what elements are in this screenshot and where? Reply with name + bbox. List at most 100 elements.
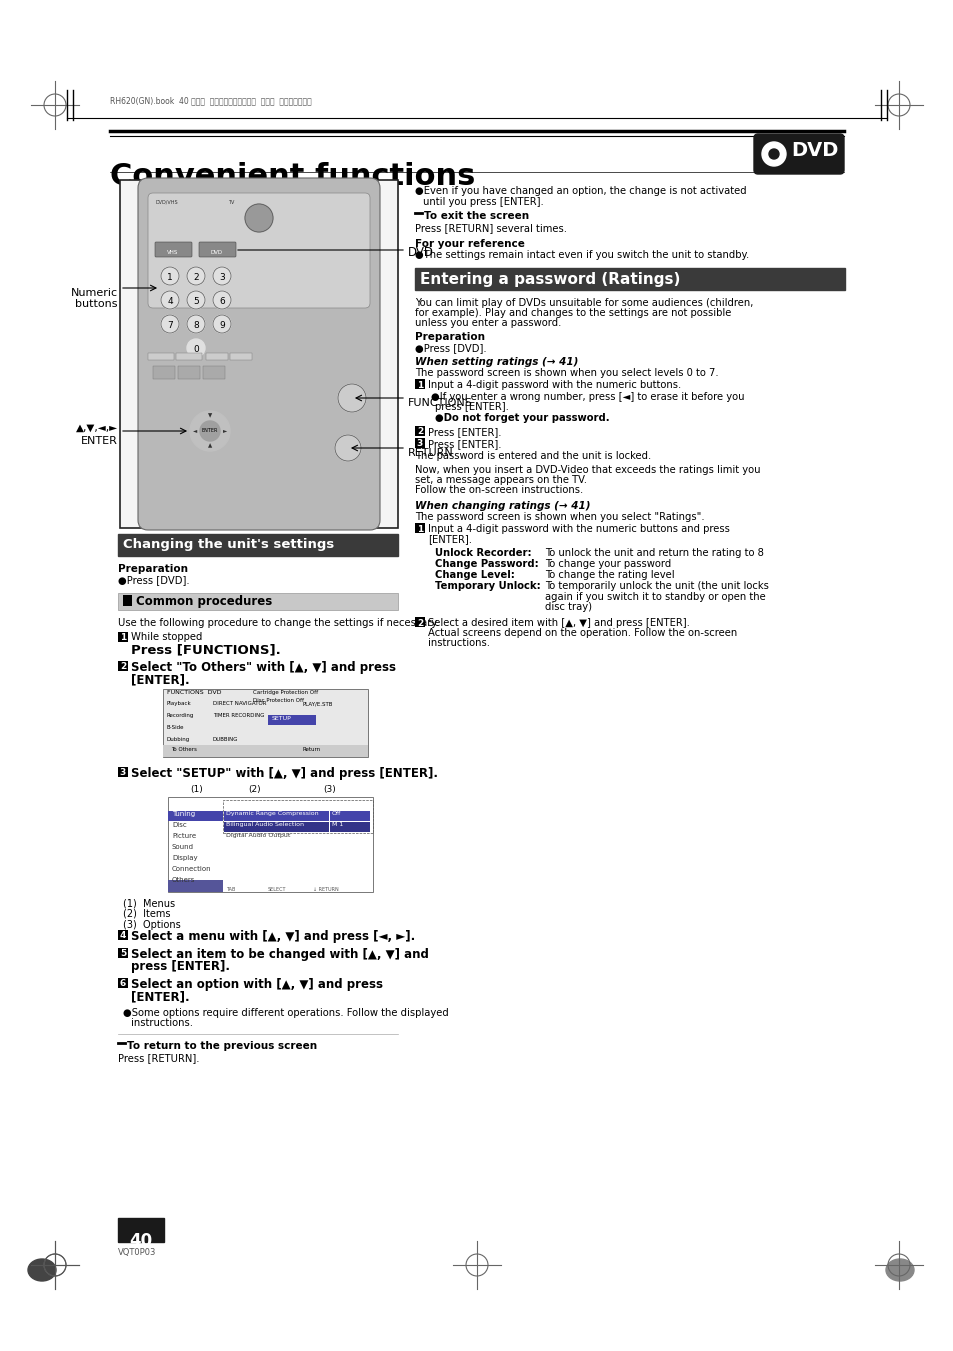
Circle shape [335, 435, 360, 461]
Text: DVD: DVD [790, 141, 838, 159]
Circle shape [187, 267, 205, 285]
Text: ▲,▼,◄,►: ▲,▼,◄,► [76, 423, 118, 434]
Text: M 1: M 1 [332, 821, 343, 827]
Bar [152, 366, 174, 380]
Text: 1: 1 [416, 524, 423, 534]
Bar [163, 689, 368, 757]
Text: Tuning: Tuning [172, 811, 195, 817]
Text: DUBBING: DUBBING [213, 738, 238, 742]
Circle shape [245, 204, 273, 232]
Text: instructions.: instructions. [428, 638, 490, 648]
Text: press [ENTER].: press [ENTER]. [435, 403, 508, 412]
Text: 3: 3 [416, 439, 423, 449]
Text: FUNCTIONS: FUNCTIONS [408, 399, 473, 408]
Text: ●If you enter a wrong number, press [◄] to erase it before you: ●If you enter a wrong number, press [◄] … [431, 392, 743, 403]
Text: 5: 5 [193, 297, 198, 305]
Text: You can limit play of DVDs unsuitable for some audiences (children,: You can limit play of DVDs unsuitable fo… [415, 299, 753, 308]
Bar [168, 811, 223, 821]
Circle shape [187, 315, 205, 332]
Text: ◄: ◄ [193, 428, 197, 434]
Text: Digital Audio Output: Digital Audio Output [226, 834, 290, 838]
Bar [163, 747, 368, 757]
Text: DVD/VHS: DVD/VHS [156, 200, 178, 205]
Text: 9: 9 [219, 322, 225, 330]
Text: ▼: ▼ [208, 413, 212, 419]
Text: 2: 2 [416, 427, 423, 436]
Text: SETUP: SETUP [172, 798, 196, 807]
Text: To change the rating level: To change the rating level [544, 570, 674, 580]
Text: Press [RETURN].: Press [RETURN]. [118, 1052, 199, 1063]
Text: When setting ratings (→ 41): When setting ratings (→ 41) [415, 357, 578, 367]
Text: DIRECT NAVIGATOR: DIRECT NAVIGATOR [213, 701, 266, 707]
Text: Input a 4-digit password with the numeric buttons.: Input a 4-digit password with the numeri… [428, 380, 680, 390]
Text: Connection: Connection [172, 866, 212, 871]
Text: When changing ratings (→ 41): When changing ratings (→ 41) [415, 501, 590, 511]
Text: Unlock Recorder:: Unlock Recorder: [435, 549, 531, 558]
Circle shape [187, 290, 205, 309]
Text: 7: 7 [167, 322, 172, 330]
Bar [330, 821, 370, 832]
Text: ●Press [DVD].: ●Press [DVD]. [415, 343, 486, 353]
Text: Picture: Picture [172, 834, 196, 839]
FancyBboxPatch shape [753, 134, 843, 174]
Text: Return: Return [303, 747, 321, 753]
Text: Select "To Others" with [▲, ▼] and press: Select "To Others" with [▲, ▼] and press [131, 661, 395, 674]
Text: To temporarily unlock the unit (the unit locks: To temporarily unlock the unit (the unit… [544, 581, 768, 590]
Text: Disc Protection Off: Disc Protection Off [253, 698, 304, 703]
Bar [224, 811, 329, 821]
Text: disc tray): disc tray) [544, 603, 592, 612]
Text: Recording: Recording [167, 713, 194, 717]
Text: 4: 4 [120, 931, 126, 940]
Text: unless you enter a password.: unless you enter a password. [415, 317, 560, 328]
Bar [415, 380, 424, 389]
Text: [ENTER].: [ENTER]. [131, 673, 190, 686]
Bar [168, 880, 223, 892]
Circle shape [161, 290, 179, 309]
Text: VHS: VHS [167, 250, 178, 255]
Bar [118, 632, 128, 642]
Bar [168, 797, 373, 892]
Text: FUNCTIONS  DVD: FUNCTIONS DVD [167, 690, 221, 694]
Text: again if you switch it to standby or open the: again if you switch it to standby or ope… [544, 592, 765, 603]
Text: TIMER RECORDING: TIMER RECORDING [213, 713, 264, 717]
Bar [163, 744, 368, 755]
Text: Select an option with [▲, ▼] and press: Select an option with [▲, ▼] and press [131, 978, 382, 992]
Ellipse shape [28, 1259, 56, 1281]
Text: 6: 6 [120, 979, 126, 988]
Circle shape [200, 422, 220, 440]
Bar [118, 978, 128, 988]
Circle shape [337, 384, 366, 412]
Text: [ENTER].: [ENTER]. [428, 534, 472, 544]
Text: ►: ► [223, 428, 227, 434]
Text: B-Side: B-Side [167, 725, 184, 730]
Text: 2: 2 [193, 273, 198, 282]
Circle shape [161, 267, 179, 285]
Text: ●Even if you have changed an option, the change is not activated: ●Even if you have changed an option, the… [415, 186, 746, 196]
Bar [223, 800, 373, 834]
Text: Common procedures: Common procedures [136, 594, 272, 608]
Text: Preparation: Preparation [415, 332, 484, 342]
Circle shape [768, 149, 779, 159]
Text: The password screen is shown when you select "Ratings".: The password screen is shown when you se… [415, 512, 704, 521]
Text: SETUP: SETUP [272, 716, 292, 721]
Bar [330, 811, 370, 821]
Bar [148, 353, 173, 359]
Text: for example). Play and changes to the settings are not possible: for example). Play and changes to the se… [415, 308, 731, 317]
Text: Press [RETURN] several times.: Press [RETURN] several times. [415, 223, 566, 232]
Bar [203, 366, 225, 380]
Bar [123, 594, 132, 607]
Bar [415, 438, 424, 449]
Text: TV: TV [228, 200, 234, 205]
Text: To Others: To Others [171, 747, 196, 753]
Text: [ENTER].: [ENTER]. [131, 990, 190, 1002]
Text: SELECT: SELECT [268, 888, 286, 892]
Text: Change Level:: Change Level: [435, 570, 515, 580]
Text: Cartridge Protection Off: Cartridge Protection Off [253, 690, 317, 694]
Text: 0: 0 [193, 345, 198, 354]
Text: The password is entered and the unit is locked.: The password is entered and the unit is … [415, 451, 651, 461]
Text: RH620(GN).book  40 ページ  ２００５年５月２５日  水曜日  午後１２時２分: RH620(GN).book 40 ページ ２００５年５月２５日 水曜日 午後１… [110, 96, 312, 105]
Text: To return to the previous screen: To return to the previous screen [127, 1042, 316, 1051]
Text: To exit the screen: To exit the screen [423, 211, 529, 222]
Text: Playback: Playback [167, 701, 192, 707]
Text: Numeric: Numeric [71, 288, 118, 299]
